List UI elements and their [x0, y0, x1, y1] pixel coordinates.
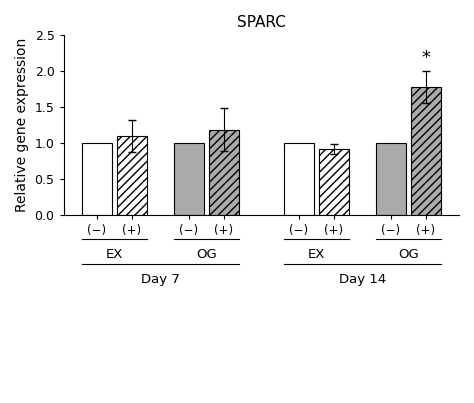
Text: OG: OG — [196, 247, 217, 261]
Bar — [117, 136, 146, 215]
Bar — [411, 87, 441, 215]
Text: *: * — [421, 49, 430, 67]
Bar — [209, 130, 239, 215]
Text: Day 14: Day 14 — [338, 273, 386, 286]
Text: EX: EX — [307, 247, 325, 261]
Text: OG: OG — [398, 247, 419, 261]
Y-axis label: Relative gene expression: Relative gene expression — [15, 38, 29, 212]
Bar — [82, 143, 111, 215]
Bar — [319, 149, 348, 215]
Title: SPARC: SPARC — [237, 15, 286, 30]
Text: Day 7: Day 7 — [141, 273, 180, 286]
Bar — [174, 143, 204, 215]
Text: EX: EX — [105, 247, 123, 261]
Bar — [283, 143, 313, 215]
Bar — [376, 143, 406, 215]
